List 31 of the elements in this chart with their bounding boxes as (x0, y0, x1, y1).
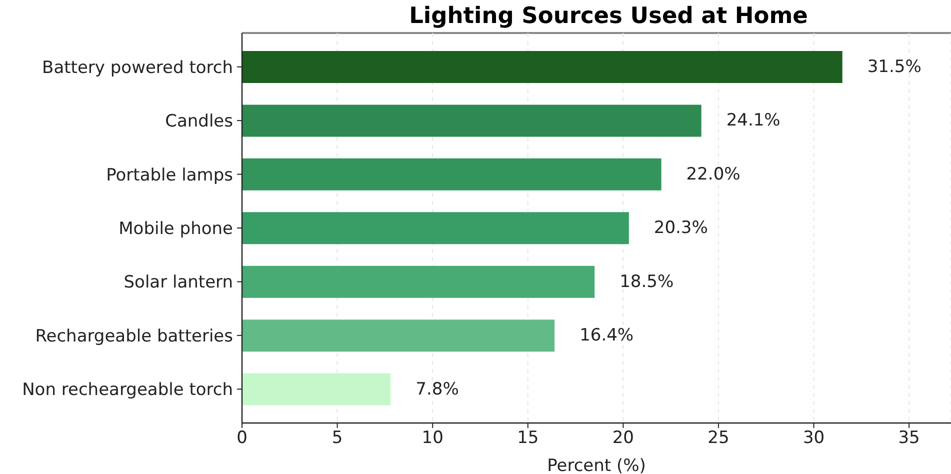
bar (242, 320, 555, 352)
data-label: 7.8% (416, 379, 459, 400)
data-label: 16.4% (580, 326, 634, 346)
x-tick-label: 30 (802, 428, 825, 448)
x-tick-label: 5 (332, 428, 343, 448)
data-label: 22.0% (686, 164, 740, 184)
bar (242, 104, 702, 137)
bar (242, 212, 629, 244)
x-tick-label: 10 (422, 428, 444, 448)
bar (242, 266, 595, 298)
bar (242, 51, 842, 83)
x-tick-label: 20 (612, 428, 634, 448)
y-tick-label: Candles (165, 112, 234, 132)
x-tick-label: 25 (708, 428, 730, 448)
bar (242, 373, 391, 406)
y-tick-label: Mobile phone (118, 219, 233, 240)
x-tick-label: 15 (517, 428, 539, 448)
y-tick-label: Battery powered torch (42, 58, 233, 78)
y-tick-label: Portable lamps (106, 165, 234, 186)
y-tick-label: Solar lantern (124, 272, 233, 293)
data-label: 18.5% (620, 272, 674, 292)
y-tick-label: Non recheargeable torch (22, 380, 233, 400)
x-tick-label: 35 (898, 428, 920, 448)
x-axis-title: Percent (%) (547, 456, 646, 474)
bar (242, 158, 662, 190)
y-tick-label: Rechargeable batteries (35, 326, 234, 346)
data-label: 31.5% (867, 57, 922, 77)
x-tick-label: 0 (236, 428, 248, 448)
chart-title: Lighting Sources Used at Home (408, 2, 809, 30)
data-label: 24.1% (726, 110, 780, 131)
data-label: 20.3% (654, 218, 708, 238)
